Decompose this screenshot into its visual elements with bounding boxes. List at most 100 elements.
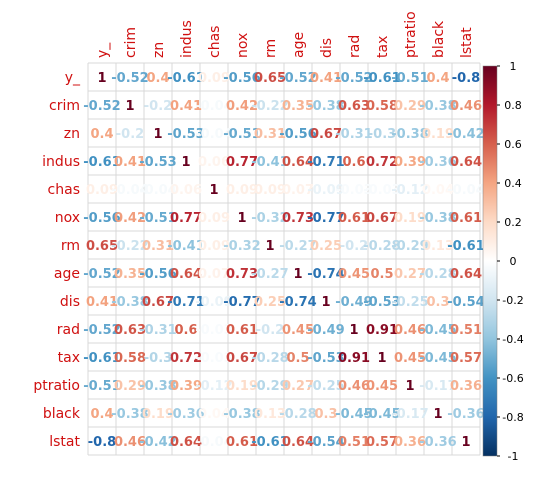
row-label: rm xyxy=(61,238,80,254)
cell-value: -0.56 xyxy=(223,71,260,86)
cell-value: -0.8 xyxy=(452,71,480,86)
cell-value: -0.54 xyxy=(307,435,344,450)
cell-value: 0.64 xyxy=(450,267,482,282)
cell-value: -0.38 xyxy=(307,99,344,114)
cell-value: 0.25 xyxy=(254,295,286,310)
cell-value: 0.31 xyxy=(142,239,174,254)
cell-value: -0.52 xyxy=(83,99,120,114)
cell-value: 0.25 xyxy=(310,239,342,254)
cell-value: -0.04 xyxy=(111,183,148,198)
cell-value: 0.3 xyxy=(426,295,449,310)
cell-value: -0.03 xyxy=(195,323,232,338)
cell-value: 0.04 xyxy=(198,407,230,422)
cell-value: -0.41 xyxy=(167,239,204,254)
cell-value: 0.51 xyxy=(338,435,370,450)
cell-value: 0.72 xyxy=(366,155,398,170)
cell-value: 0.41 xyxy=(114,155,146,170)
cell-value: -0.77 xyxy=(223,295,260,310)
cell-value: -0.56 xyxy=(279,127,316,142)
matrix-grid xyxy=(87,62,481,456)
cell-value: 0.67 xyxy=(310,127,342,142)
cell-value: -0.22 xyxy=(111,239,148,254)
cell-value: -0.49 xyxy=(307,323,344,338)
cell-value: 1 xyxy=(433,407,442,422)
row-label: lstat xyxy=(49,434,80,450)
cell-value: -0.71 xyxy=(167,295,204,310)
cell-value: -0.41 xyxy=(251,155,288,170)
cell-value: -0.51 xyxy=(223,127,260,142)
color-bar: 1 0.8 0.6 0.4 0.2 0 -0.2 -0.4 -0.6 -0.8 -1 xyxy=(482,60,524,463)
color-bar-tick-label: -0.6 xyxy=(502,372,523,385)
cell-value: 0.45 xyxy=(394,351,426,366)
cell-value: 0.61 xyxy=(338,211,370,226)
cell-value: 0.65 xyxy=(86,239,118,254)
cell-value: -0.52 xyxy=(83,323,120,338)
cell-value: 0.57 xyxy=(366,435,398,450)
cell-value: 0.57 xyxy=(450,351,482,366)
cell-value: 0.46 xyxy=(450,99,482,114)
cell-value: 0.64 xyxy=(282,435,314,450)
cell-value: 0.29 xyxy=(114,379,146,394)
row-label: black xyxy=(43,406,81,422)
cell-value: 0.35 xyxy=(114,267,146,282)
cell-value: -0.61 xyxy=(83,155,120,170)
cell-value: 0.72 xyxy=(170,351,202,366)
cell-value: -0.31 xyxy=(139,323,176,338)
cell-value: -0.38 xyxy=(419,99,456,114)
cell-value: 0.63 xyxy=(338,99,370,114)
column-labels: y_ crim zn indus chas nox rm age dis rad tax ptrati… xyxy=(95,11,475,58)
cell-value: -0.38 xyxy=(419,211,456,226)
cell-value: -0.52 xyxy=(279,71,316,86)
cell-value: 0.64 xyxy=(282,155,314,170)
cell-value: -0.04 xyxy=(195,127,232,142)
cell-value: -0.53 xyxy=(139,155,176,170)
cell-value: 0.41 xyxy=(170,99,202,114)
cell-value: 1 xyxy=(349,323,358,338)
cell-value: -0.38 xyxy=(111,295,148,310)
column-label: rad xyxy=(347,35,363,58)
cell-value: 1 xyxy=(97,71,106,86)
cell-value: -0.2 xyxy=(256,323,284,338)
cell-value: -0.61 xyxy=(447,239,484,254)
row-label: indus xyxy=(42,154,80,170)
cell-value: 0.19 xyxy=(422,127,454,142)
cell-value: 0.07 xyxy=(282,183,314,198)
cell-value: -0.25 xyxy=(391,295,428,310)
cell-value: -0.36 xyxy=(447,407,484,422)
cell-value: -0.74 xyxy=(307,267,344,282)
cell-value: 0.29 xyxy=(394,99,426,114)
cell-value: 0.13 xyxy=(254,407,286,422)
cell-value: -0.27 xyxy=(251,267,288,282)
cell-value: 0.41 xyxy=(310,71,342,86)
column-label: dis xyxy=(319,38,335,58)
cell-value: 0.07 xyxy=(198,267,230,282)
cell-value: 0.09 xyxy=(86,183,118,198)
cell-value: 1 xyxy=(237,211,246,226)
cell-value: -0.28 xyxy=(279,407,316,422)
cell-value: -0.42 xyxy=(139,435,176,450)
cell-value: -0.04 xyxy=(195,99,232,114)
color-bar-tick-label: -1 xyxy=(508,450,519,463)
row-label: rad xyxy=(57,322,80,338)
color-bar-tick-label: 0.2 xyxy=(504,216,522,229)
row-label: dis xyxy=(60,294,80,310)
cell-value: -0.53 xyxy=(167,127,204,142)
cell-value: 0.35 xyxy=(282,99,314,114)
cell-value: -0.51 xyxy=(391,71,428,86)
cell-value: 1 xyxy=(405,379,414,394)
color-bar-gradient xyxy=(482,65,498,457)
cell-value: 0.42 xyxy=(226,99,258,114)
cell-value: -0.3 xyxy=(368,127,396,142)
cell-value: -0.04 xyxy=(139,183,176,198)
cell-value: 1 xyxy=(321,295,330,310)
color-bar-tick-label: 0.8 xyxy=(504,99,522,112)
cell-value: -0.31 xyxy=(335,127,372,142)
cell-value: -0.51 xyxy=(139,211,176,226)
color-bar-tick-label: 0.6 xyxy=(504,138,522,151)
cell-value: 0.45 xyxy=(338,267,370,282)
cell-value: -0.29 xyxy=(391,239,428,254)
column-label: crim xyxy=(123,27,139,58)
cell-value: 1 xyxy=(461,435,470,450)
cell-value: 0.4 xyxy=(90,407,113,422)
cell-value: -0.8 xyxy=(88,435,116,450)
